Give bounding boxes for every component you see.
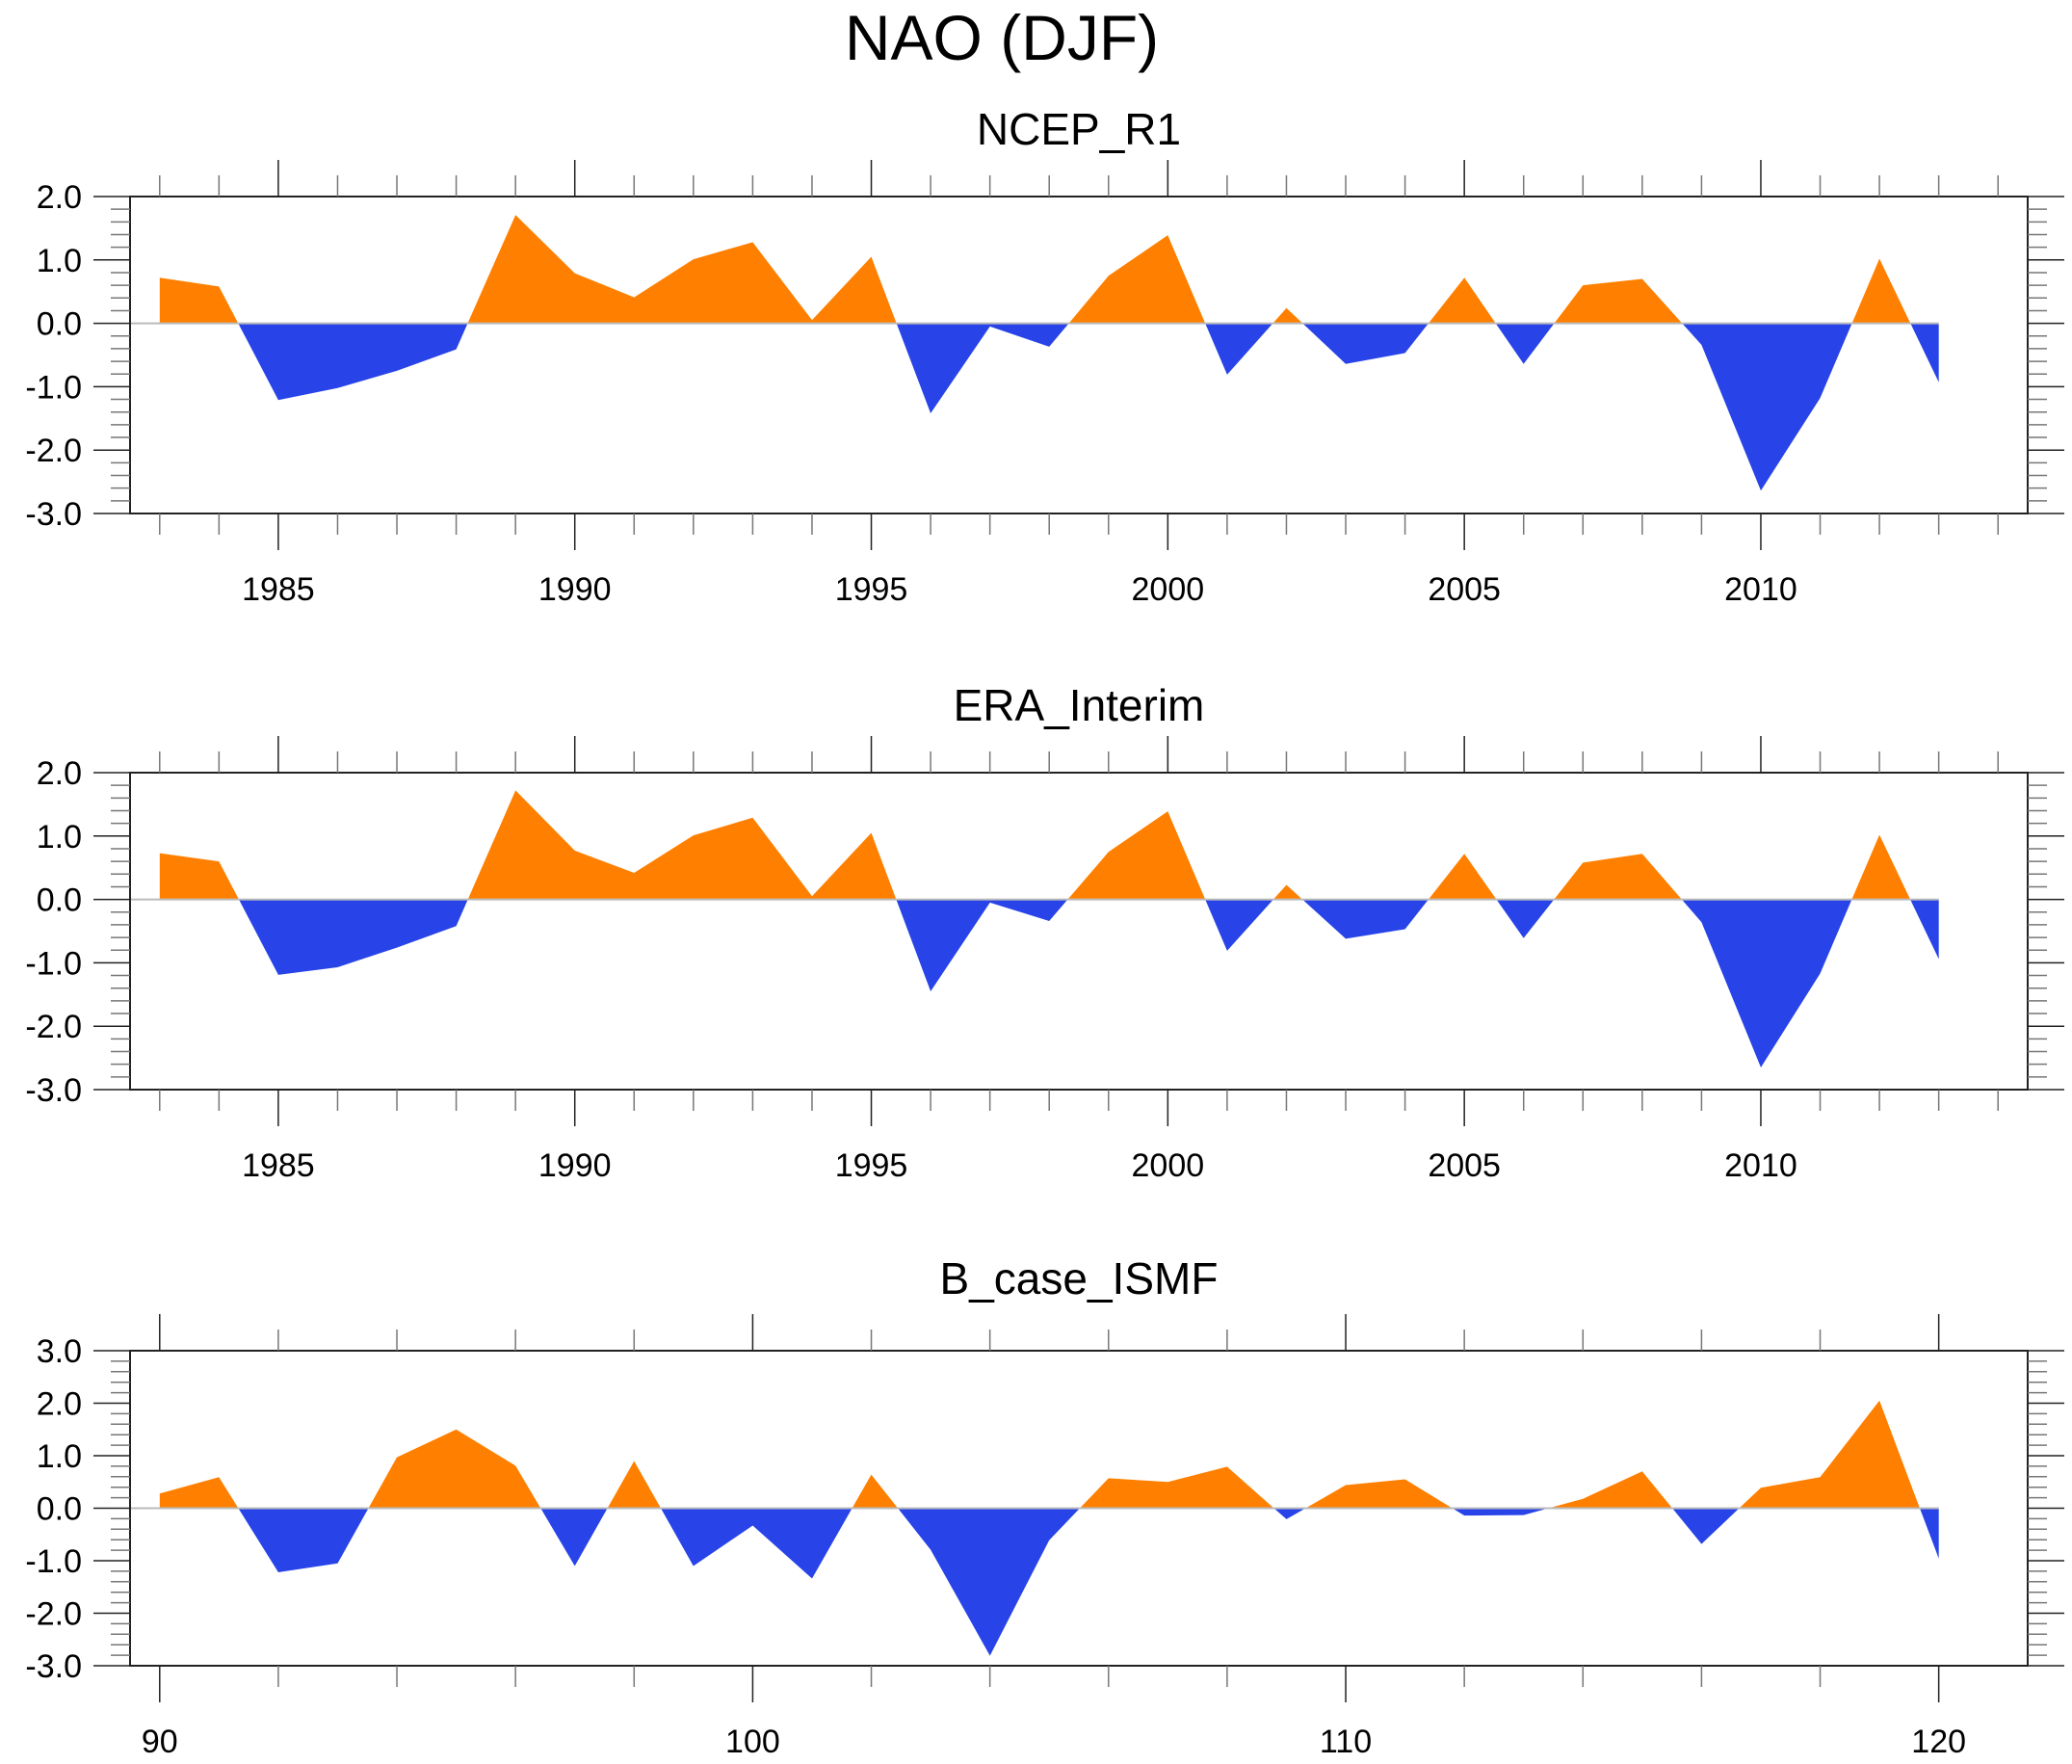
- positive-area-segment: [1272, 884, 1303, 900]
- panel-title: NCEP_R1: [977, 104, 1181, 154]
- positive-area-segment: [368, 1429, 541, 1509]
- panel-b-case-ismf: B_case_ISMF 3.0 2.0 1.0 0.0 -1.0 -2.0 -3.0 90 10…: [25, 1253, 2064, 1760]
- negative-area-segment: [1672, 1508, 1740, 1544]
- positive-area-segment: [1554, 854, 1682, 900]
- negative-area-segment: [898, 1508, 1080, 1656]
- positive-area-segment: [1554, 278, 1683, 324]
- panel-era-interim: ERA_Interim 2.0 1.0 0.0 -1.0 -2.0 -3.0 1985 199…: [25, 680, 2064, 1184]
- negative-area-segment: [1910, 899, 1939, 960]
- positive-area-segment: [1548, 1471, 1673, 1509]
- positive-area-segment: [1739, 1400, 1920, 1509]
- y-tick-label: -1.0: [25, 945, 82, 982]
- x-tick-label: 1990: [538, 1147, 612, 1184]
- positive-area-segment: [1305, 1479, 1453, 1509]
- negative-area-segment: [896, 323, 1069, 413]
- y-tick-label: 3.0: [37, 1333, 82, 1370]
- y-tick-label: -3.0: [25, 1072, 82, 1109]
- x-tick-label: 2000: [1132, 571, 1205, 608]
- positive-area-segment: [1428, 277, 1496, 324]
- plot-frame: [129, 196, 2029, 514]
- positive-area-segment: [159, 277, 239, 324]
- negative-area-segment: [661, 1508, 852, 1579]
- x-tick-label: 90: [142, 1724, 178, 1760]
- negative-area-segment: [1496, 899, 1555, 938]
- positive-area-segment: [1068, 235, 1206, 324]
- positive-area-segment: [159, 1477, 239, 1509]
- y-tick-label: 0.0: [37, 882, 82, 919]
- x-tick-label: 120: [1911, 1724, 1966, 1760]
- negative-area-segment: [540, 1508, 608, 1567]
- x-tick-label: 1995: [835, 1147, 908, 1184]
- negative-area-segment: [1495, 323, 1555, 364]
- positive-area-segment: [607, 1461, 661, 1509]
- y-tick-label: -3.0: [25, 496, 82, 533]
- positive-area-segment: [852, 1474, 899, 1509]
- positive-area-segment: [467, 790, 897, 900]
- x-tick-label: 1985: [242, 571, 315, 608]
- positive-area-segment: [1272, 307, 1303, 324]
- positive-area-segment: [1067, 811, 1206, 900]
- positive-area-segment: [1428, 854, 1497, 900]
- x-tick-label: 1990: [538, 571, 612, 608]
- positive-area-segment: [159, 853, 239, 900]
- x-tick-label: 2010: [1724, 1147, 1797, 1184]
- negative-area-segment: [1452, 1508, 1549, 1516]
- negative-area-segment: [238, 323, 468, 401]
- y-tick-label: 0.0: [37, 1491, 82, 1528]
- y-tick-label: 2.0: [37, 1386, 82, 1423]
- negative-area-segment: [1920, 1508, 1939, 1559]
- negative-area-segment: [1302, 899, 1429, 939]
- y-tick-label: 1.0: [37, 243, 82, 279]
- x-tick-label: 1995: [835, 571, 908, 608]
- negative-area-segment: [1681, 899, 1852, 1067]
- panel-title: ERA_Interim: [954, 680, 1205, 730]
- x-tick-label: 2005: [1428, 1147, 1501, 1184]
- negative-area-segment: [239, 899, 468, 975]
- y-tick-label: 2.0: [37, 755, 82, 792]
- x-tick-label: 2000: [1132, 1147, 1205, 1184]
- y-tick-label: -3.0: [25, 1648, 82, 1685]
- y-tick-label: -2.0: [25, 433, 82, 469]
- positive-area-segment: [467, 215, 897, 324]
- panel-title: B_case_ISMF: [940, 1253, 1219, 1303]
- negative-area-segment: [1273, 1508, 1306, 1519]
- x-tick-label: 1985: [242, 1147, 315, 1184]
- positive-area-segment: [1080, 1466, 1274, 1509]
- y-tick-label: 0.0: [37, 306, 82, 343]
- y-tick-label: 1.0: [37, 819, 82, 856]
- negative-area-segment: [238, 1508, 369, 1572]
- negative-area-segment: [1205, 899, 1273, 951]
- x-tick-label: 2010: [1724, 571, 1797, 608]
- negative-area-segment: [1302, 323, 1429, 364]
- y-tick-label: -2.0: [25, 1009, 82, 1045]
- plot-frame: [129, 772, 2029, 1091]
- y-tick-label: 2.0: [37, 179, 82, 216]
- positive-area-segment: [1851, 834, 1911, 900]
- panel-ncep-r1: NCEP_R1 2.0 1.0 0.0 -1.0 -2.0 -3.0 1985 1990 199…: [25, 104, 2064, 608]
- y-tick-label: -1.0: [25, 369, 82, 406]
- y-tick-label: 1.0: [37, 1438, 82, 1475]
- x-tick-label: 2005: [1428, 571, 1501, 608]
- y-tick-label: -1.0: [25, 1543, 82, 1580]
- negative-area-segment: [1910, 323, 1939, 382]
- negative-area-segment: [1682, 323, 1852, 491]
- y-tick-label: -2.0: [25, 1596, 82, 1633]
- positive-area-segment: [1851, 258, 1911, 324]
- negative-area-segment: [896, 899, 1068, 991]
- x-tick-label: 110: [1320, 1724, 1372, 1760]
- negative-area-segment: [1205, 323, 1273, 375]
- x-tick-label: 100: [725, 1724, 780, 1760]
- figure-title: NAO (DJF): [845, 2, 1159, 73]
